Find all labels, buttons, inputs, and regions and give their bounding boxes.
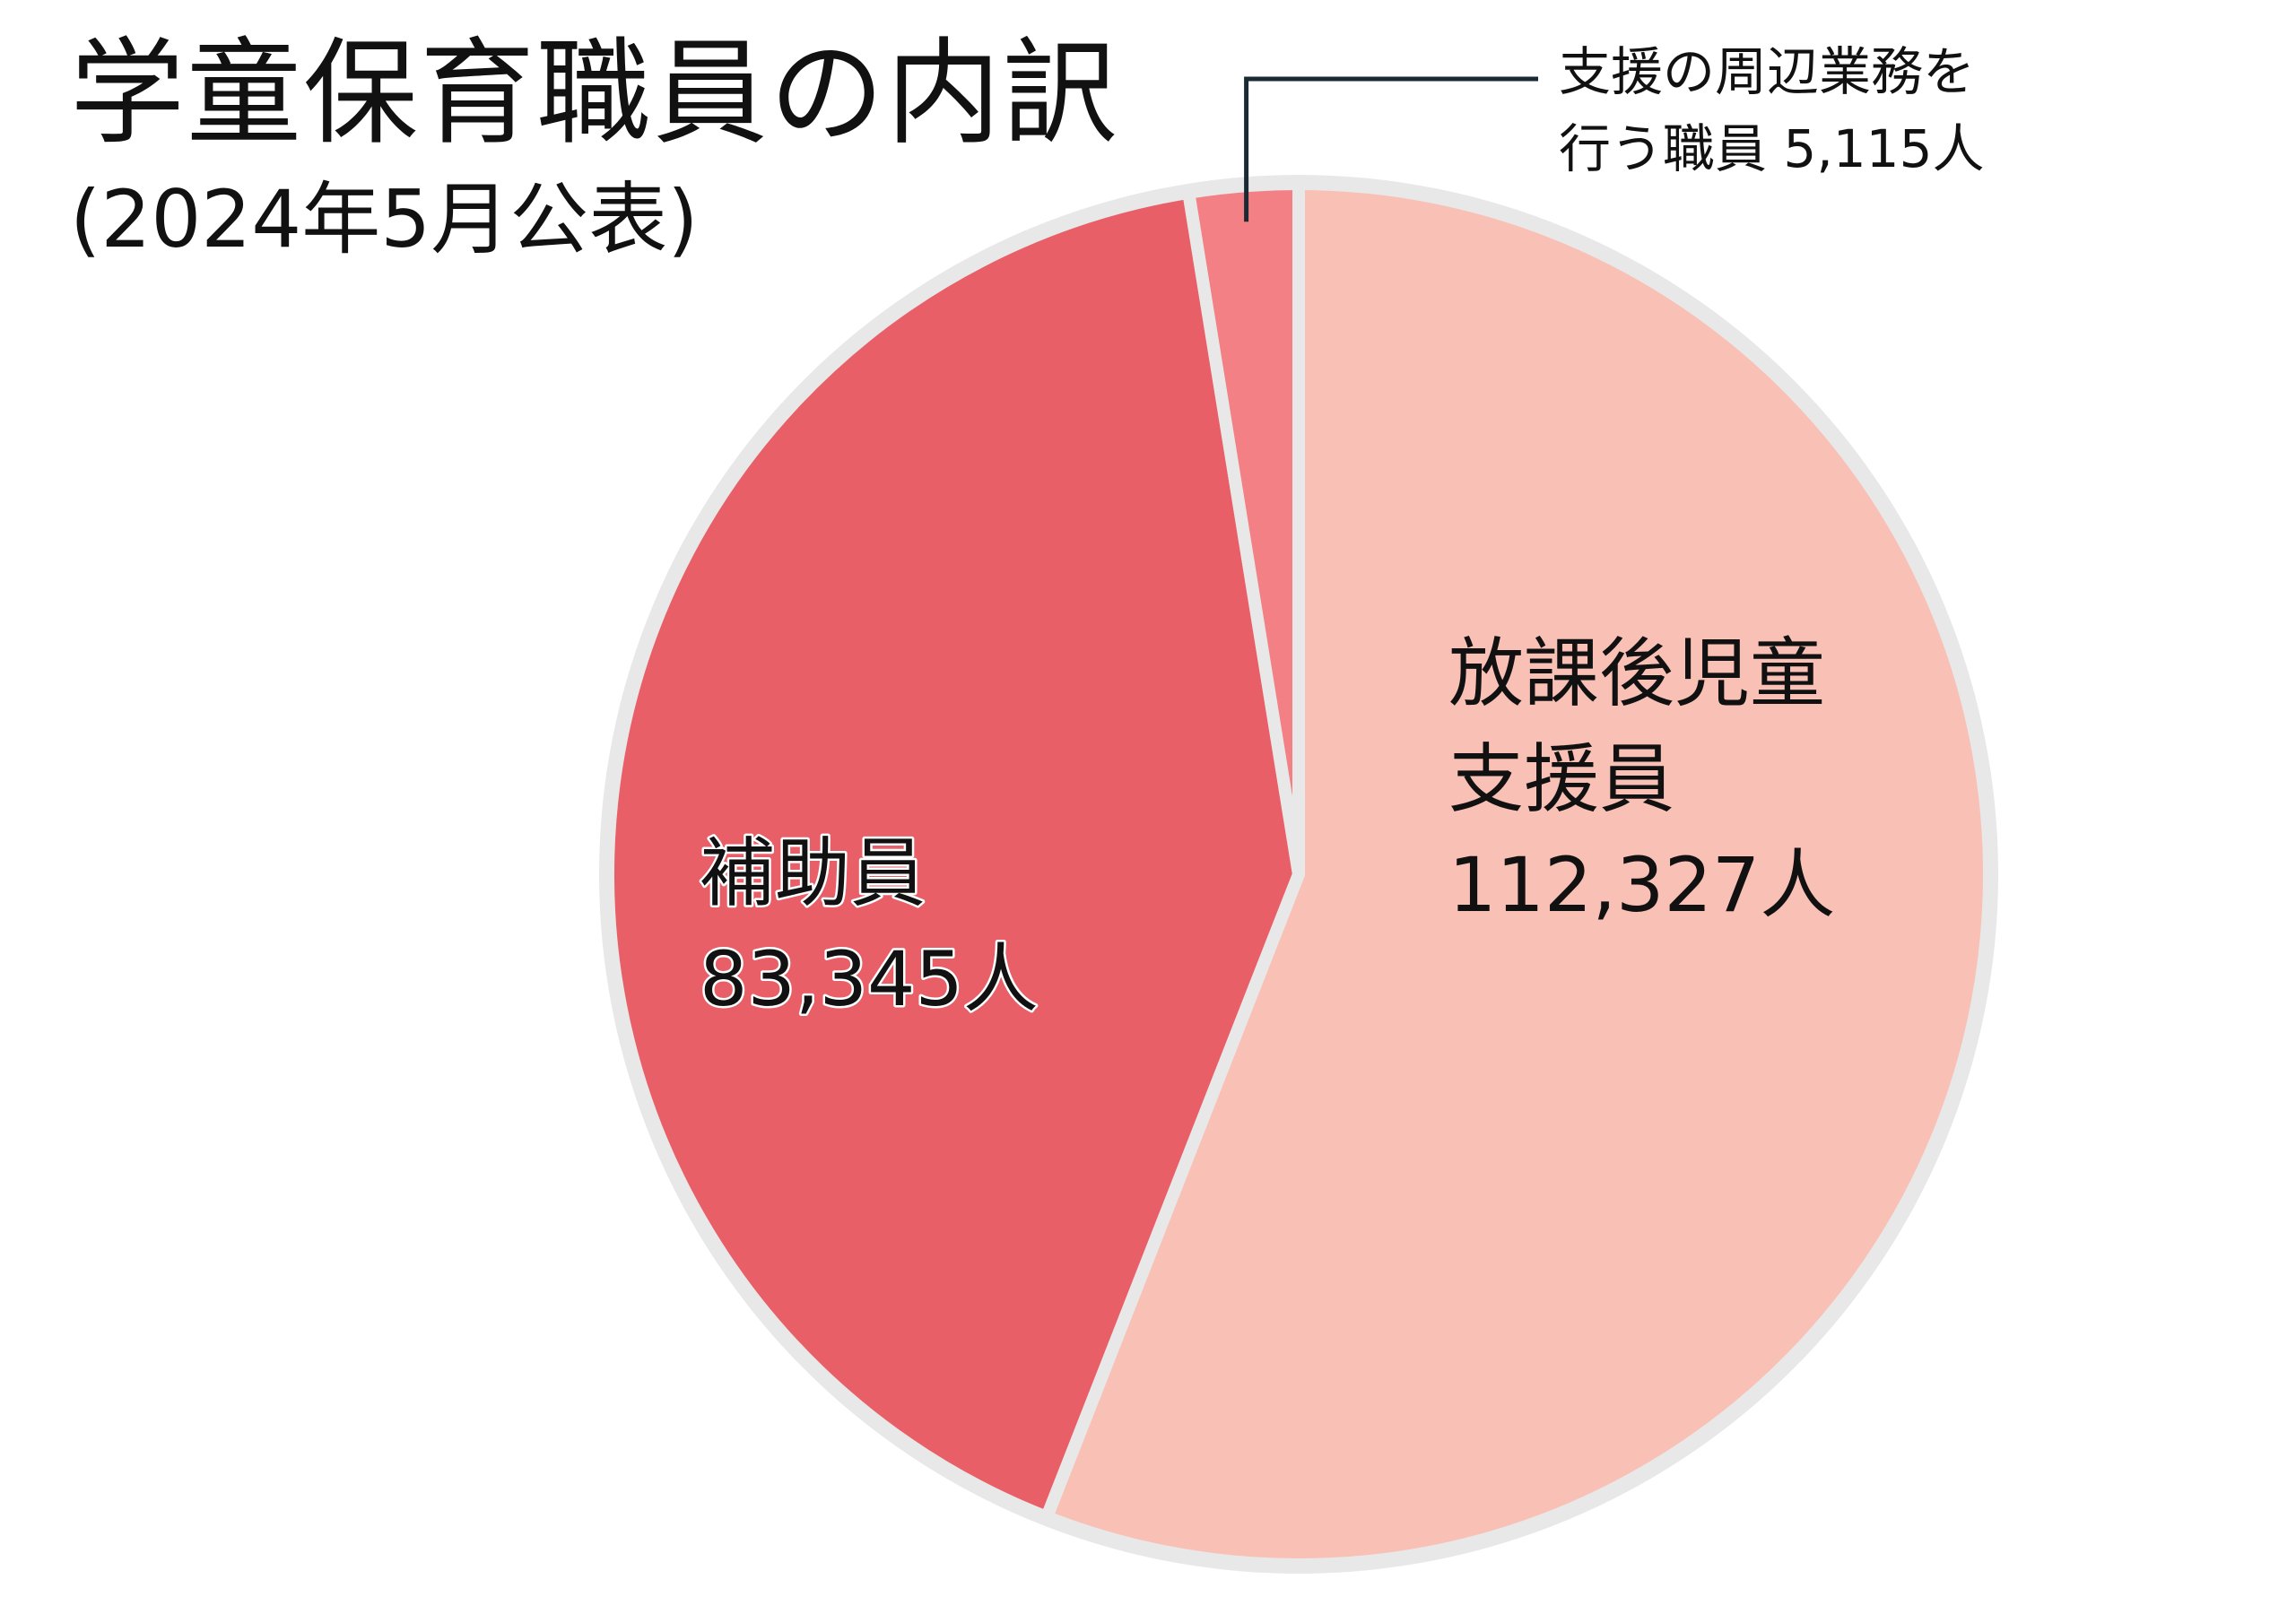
callout-leader-line bbox=[1244, 76, 1538, 222]
slice-label-value: 112,327人 bbox=[1448, 841, 1835, 929]
pie-slices bbox=[601, 178, 1996, 1571]
chart-subtitle: (2024年5月公表) bbox=[70, 173, 699, 265]
callout-label-value: 行う職員 5,115人 bbox=[1559, 118, 1984, 179]
slice-after-school-support-staff bbox=[1040, 178, 1996, 1571]
slice-label-name: 支援員 bbox=[1448, 735, 1674, 823]
chart-title: 学童保育職員の内訳 bbox=[70, 27, 1120, 161]
slice-peripheral-support-staff bbox=[1182, 178, 1305, 881]
slice-label-name: 放課後児童 bbox=[1448, 629, 1825, 717]
slice-label-value: 83,345人 bbox=[700, 935, 1039, 1023]
slice-assistant-staff bbox=[601, 186, 1305, 1523]
callout-label-name: 支援の周辺業務を bbox=[1559, 41, 1975, 102]
slice-label-name: 補助員 bbox=[700, 829, 926, 917]
